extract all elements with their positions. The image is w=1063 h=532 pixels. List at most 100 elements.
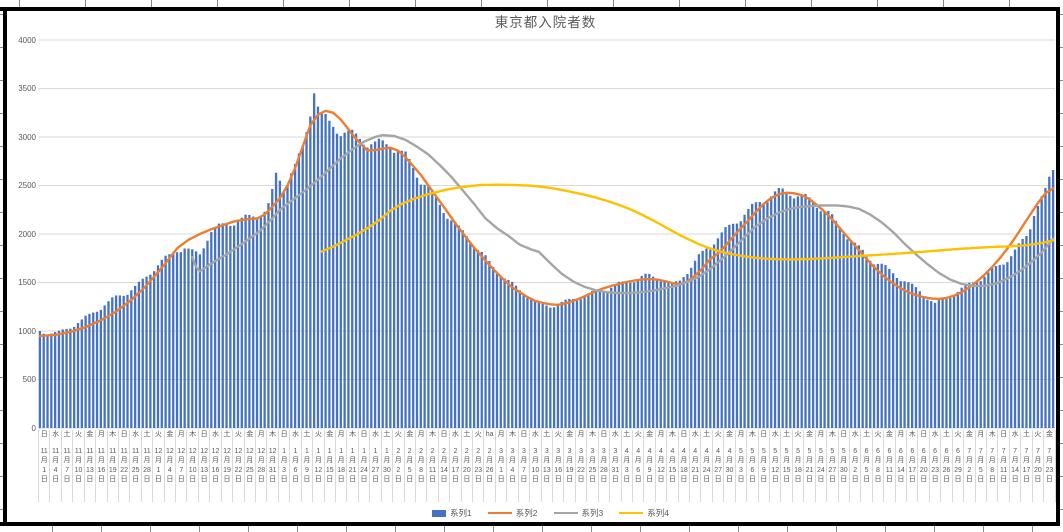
cell-gridline-tick	[52, 526, 53, 532]
cell-gridline-tick	[1060, 113, 1063, 114]
cell-gridline-tick	[542, 526, 543, 532]
cell-gridline-tick	[745, 0, 746, 7]
legend-item-系列4[interactable]: 系列4	[619, 507, 669, 519]
y-axis-label: 1000	[18, 326, 36, 336]
x-axis-label: 水 11 月 25 日	[129, 430, 140, 502]
cell-gridline-tick	[1060, 179, 1063, 180]
x-axis-label: 土 5 月 15 日	[780, 430, 791, 502]
cell-gridline-tick	[0, 311, 3, 312]
x-axis-label: 土 4 月 24 日	[700, 430, 711, 502]
chart-border-top	[0, 7, 1060, 11]
chart-border-right	[1056, 7, 1060, 526]
y-axis-label: 0	[31, 423, 36, 433]
cell-gridline-tick	[0, 278, 3, 279]
cell-gridline-tick	[0, 245, 3, 246]
cell-gridline-tick	[415, 0, 416, 7]
series-1-bars[interactable]	[38, 93, 1055, 429]
cell-gridline-tick	[395, 526, 396, 532]
x-axis-label: 水 5 月 12 日	[769, 430, 780, 502]
chart-title[interactable]: 東京都入院者数	[494, 15, 597, 30]
cell-gridline-tick	[0, 179, 3, 180]
cell-gridline-tick	[1060, 476, 1063, 477]
legend-item-系列2[interactable]: 系列2	[487, 507, 538, 519]
x-axis-label: 日 5 月 30 日	[837, 430, 849, 502]
x-axis-label: 火 5 月 18 日	[791, 430, 803, 502]
cell-gridline-tick	[1060, 14, 1063, 15]
cell-gridline-tick	[689, 526, 690, 532]
cell-gridline-tick	[934, 526, 935, 532]
cell-gridline-tick	[811, 0, 812, 7]
x-axis-label: 土 7 月 17 日	[1020, 430, 1031, 502]
cell-gridline-tick	[0, 146, 3, 147]
series-3-line[interactable]	[191, 133, 1055, 295]
x-axis-label: 日 1 月 24 日	[357, 430, 369, 502]
x-axis-label: 土 11 月 7 日	[60, 430, 72, 502]
legend-item-系列3[interactable]: 系列3	[553, 507, 603, 519]
legend-label: 系列2	[515, 508, 538, 518]
cell-gridline-tick	[85, 0, 86, 7]
legend-bar-swatch	[432, 509, 447, 517]
y-axis-label: 3500	[18, 84, 36, 93]
cell-gridline-tick	[1009, 0, 1010, 7]
x-axis-label: 日 11 月 22 日	[117, 430, 129, 502]
chart-border-bottom	[0, 522, 1060, 526]
cell-gridline-tick	[444, 526, 445, 532]
cell-gridline-tick	[1060, 311, 1063, 312]
x-axis-label: 土 11 月 28 日	[140, 430, 152, 502]
x-axis-label: 日 2 月 14 日	[437, 430, 449, 502]
cell-gridline-tick	[0, 377, 3, 378]
x-axis-label: 水 4 月 21 日	[689, 430, 700, 502]
cell-gridline-tick	[0, 476, 3, 477]
y-axis-label: 4000	[18, 35, 36, 45]
legend[interactable]: 系列1 系列2 系列3 系列4	[38, 505, 1063, 521]
cell-gridline-tick	[1060, 80, 1063, 81]
cell-gridline-tick	[591, 526, 592, 532]
x-axis-label: 月 12 月 7 日	[175, 430, 186, 502]
legend-item-系列1[interactable]: 系列1	[432, 507, 472, 519]
cell-gridline-tick	[1060, 410, 1063, 411]
cell-gridline-tick	[150, 526, 151, 532]
cell-gridline-tick	[836, 526, 837, 532]
x-axis-label: 金 12 月 4 日	[163, 430, 175, 502]
x-axis-label: 水 6 月 23 日	[928, 430, 940, 502]
x-axis-label: 金 6 月 11 日	[883, 430, 894, 502]
x-axis-label: 月 11 月 16 日	[95, 430, 106, 502]
cell-gridline-tick	[679, 0, 680, 7]
series-2-line[interactable]	[38, 109, 1055, 338]
y-axis-label: 1500	[18, 278, 36, 287]
x-axis[interactable]: 日 11 月 1 日水 11 月 4 日土 11 月 7 日火 11 月 10 日金 11 月 13 日月 11 月 16 日木…	[38, 430, 1056, 502]
x-axis-label: 月 1 月 18 日	[334, 430, 346, 502]
x-axis-label: 木 4 月 15 日	[666, 430, 677, 502]
cell-gridline-tick	[0, 344, 3, 345]
x-axis-label: 木 1 月 21 日	[346, 430, 357, 502]
y-axis-label: 500	[22, 375, 36, 384]
series-4-line[interactable]	[320, 183, 1055, 261]
x-axis-label: 日 12 月 13 日	[197, 430, 209, 502]
cell-gridline-tick	[0, 509, 3, 510]
x-axis-label: 月 12 月 28 日	[255, 430, 266, 502]
x-axis-label: 日 11 月 1 日	[38, 430, 49, 502]
x-axis-label: 土 2 月 20 日	[460, 430, 472, 502]
x-axis-label: 木 12 月 10 日	[186, 430, 197, 502]
cell-gridline-tick	[547, 0, 548, 7]
cell-gridline-tick	[248, 526, 249, 532]
cell-gridline-tick	[1060, 47, 1063, 48]
x-axis-label: 水 12 月 16 日	[209, 430, 220, 502]
cell-gridline-tick	[297, 526, 298, 532]
cell-gridline-tick	[738, 526, 739, 532]
x-axis-label: 火 2 月 23 日	[472, 430, 483, 502]
cell-gridline-tick	[19, 0, 20, 7]
